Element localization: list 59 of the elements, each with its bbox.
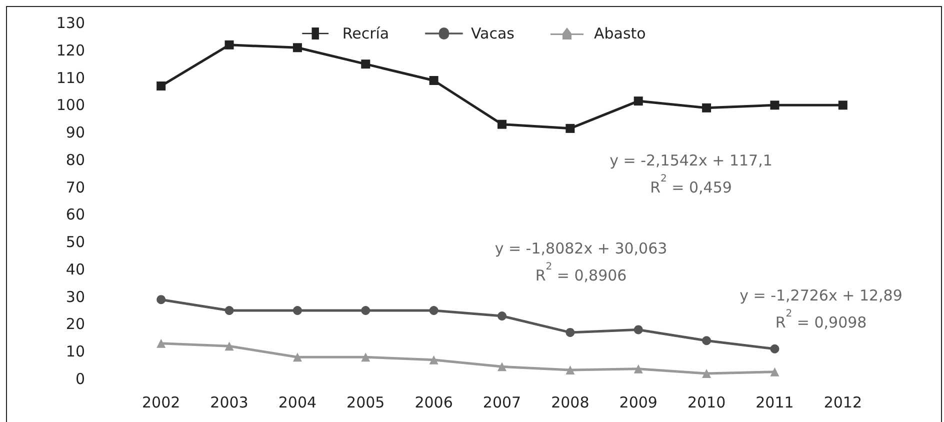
point — [224, 306, 234, 316]
point — [634, 364, 643, 374]
y-tick-label: 60 — [66, 206, 85, 224]
x-tick-label: 2006 — [414, 394, 453, 412]
x-tick-label: 2012 — [824, 394, 862, 412]
legend-label: Recría — [342, 24, 390, 42]
x-tick-label: 2004 — [278, 394, 317, 412]
x-tick-label: 2011 — [756, 394, 794, 412]
point — [702, 336, 712, 346]
y-tick-label: 80 — [66, 150, 85, 169]
point — [292, 43, 302, 52]
point — [224, 342, 234, 351]
point — [566, 328, 575, 337]
y-tick-label: 10 — [66, 342, 85, 361]
x-tick-label: 2005 — [346, 394, 385, 412]
point — [156, 295, 166, 304]
point — [566, 365, 575, 374]
y-tick-label: 130 — [56, 14, 85, 32]
point — [634, 325, 643, 334]
point — [498, 362, 506, 372]
point — [224, 40, 234, 50]
point — [634, 96, 643, 106]
y-tick-label: 90 — [66, 124, 85, 142]
point — [429, 355, 438, 364]
x-tick-label: 2008 — [551, 394, 590, 412]
y-tick-label: 40 — [66, 260, 85, 278]
y-tick-label: 20 — [66, 315, 85, 334]
y-tick-label: 100 — [56, 96, 85, 114]
point — [770, 367, 780, 376]
point — [429, 306, 438, 316]
point — [361, 306, 370, 316]
point — [566, 124, 575, 133]
y-tick-label: 70 — [66, 178, 85, 196]
point — [702, 369, 712, 378]
y-tick-label: 110 — [56, 68, 85, 87]
point — [361, 60, 370, 69]
point — [156, 338, 166, 348]
point — [429, 76, 438, 86]
legend-label: Abasto — [594, 24, 646, 42]
point — [498, 120, 506, 129]
y-tick-label: 30 — [66, 288, 85, 306]
point — [361, 352, 370, 362]
point — [702, 103, 712, 112]
legend-label: Vacas — [470, 24, 515, 42]
x-tick-label: 2007 — [482, 394, 522, 412]
x-tick-label: 2003 — [210, 394, 248, 412]
point — [156, 81, 166, 90]
y-tick-label: 50 — [66, 233, 85, 252]
point — [770, 344, 780, 354]
point — [292, 306, 302, 316]
y-tick-label: 0 — [75, 370, 85, 388]
point — [838, 100, 848, 110]
point — [292, 352, 302, 362]
y-tick-label: 120 — [56, 41, 85, 60]
point — [498, 312, 506, 321]
point — [770, 100, 780, 110]
x-tick-label: 2009 — [619, 394, 658, 412]
x-tick-label: 2002 — [142, 394, 180, 412]
x-tick-label: 2010 — [687, 394, 726, 412]
